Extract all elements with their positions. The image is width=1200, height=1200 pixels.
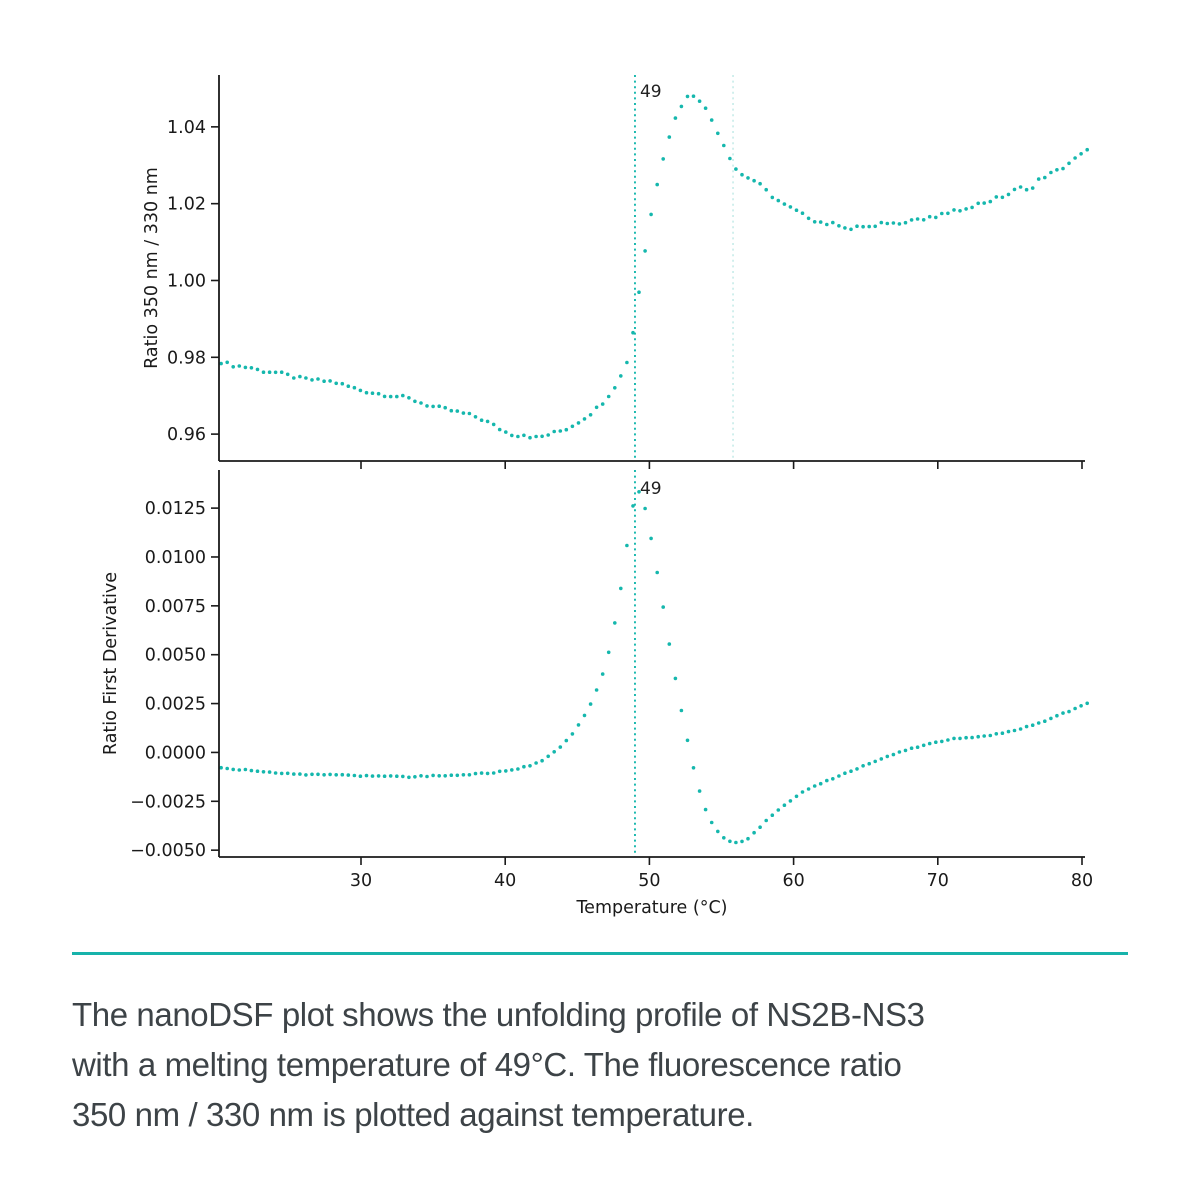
y-tick-label: 0.0075 bbox=[145, 597, 206, 617]
top-axes: 0.96 0.98 1.00 1.02 1.04 bbox=[167, 75, 1085, 469]
y-axis-title: Ratio 350 nm / 330 nm bbox=[142, 167, 162, 369]
y-tick-label: 0.0100 bbox=[145, 548, 206, 568]
tm-annotation: 49 bbox=[640, 82, 662, 102]
bottom-data-points bbox=[219, 490, 1089, 845]
x-tick-label: 40 bbox=[494, 871, 516, 891]
x-tick-label: 30 bbox=[350, 871, 372, 891]
top-plot: 49 0.96 0.98 1.00 1.02 1.04 Ratio 350 nm / 330… bbox=[142, 75, 1089, 469]
y-tick-label: 0.0125 bbox=[145, 499, 206, 519]
x-tick-label: 70 bbox=[927, 871, 949, 891]
bottom-plot: 49 30 40 50 60 70 80 0.0125 0.0100 0.0075 0.0050 0.… bbox=[101, 470, 1093, 918]
y-axis-title: Ratio First Derivative bbox=[101, 572, 121, 755]
x-tick-label: 60 bbox=[782, 871, 804, 891]
y-tick-label: 1.04 bbox=[167, 118, 206, 138]
y-tick-label: 0.96 bbox=[167, 425, 206, 445]
tm-annotation: 49 bbox=[640, 479, 662, 499]
caption-line-1: The nanoDSF plot shows the unfolding pro… bbox=[72, 996, 925, 1033]
y-tick-label: 0.98 bbox=[167, 348, 206, 368]
caption-divider-rule bbox=[72, 952, 1128, 955]
y-tick-label: 0.0025 bbox=[145, 695, 206, 715]
x-tick-label: 80 bbox=[1071, 871, 1093, 891]
y-tick-label: 0.0000 bbox=[145, 743, 206, 763]
y-tick-label: 1.02 bbox=[167, 195, 206, 215]
x-axis-title: Temperature (°C) bbox=[575, 898, 727, 918]
caption-line-2: with a melting temperature of 49°C. The … bbox=[72, 1046, 902, 1083]
x-tick-label: 50 bbox=[638, 871, 660, 891]
caption-line-3: 350 nm / 330 nm is plotted against tempe… bbox=[72, 1096, 754, 1133]
y-tick-label: 0.0050 bbox=[145, 646, 206, 666]
y-tick-label: 1.00 bbox=[167, 271, 206, 291]
top-data-points bbox=[219, 94, 1089, 440]
bottom-axes: 30 40 50 60 70 80 0.0125 0.0100 0.0075 0.0050 0.00… bbox=[130, 470, 1093, 891]
y-tick-label: −0.0025 bbox=[130, 792, 206, 812]
y-tick-label: −0.0050 bbox=[130, 841, 206, 861]
nanodsf-figure: 49 0.96 0.98 1.00 1.02 1.04 Ratio 350 nm / 330… bbox=[101, 75, 1093, 918]
figure-caption: The nanoDSF plot shows the unfolding pro… bbox=[72, 990, 1142, 1140]
